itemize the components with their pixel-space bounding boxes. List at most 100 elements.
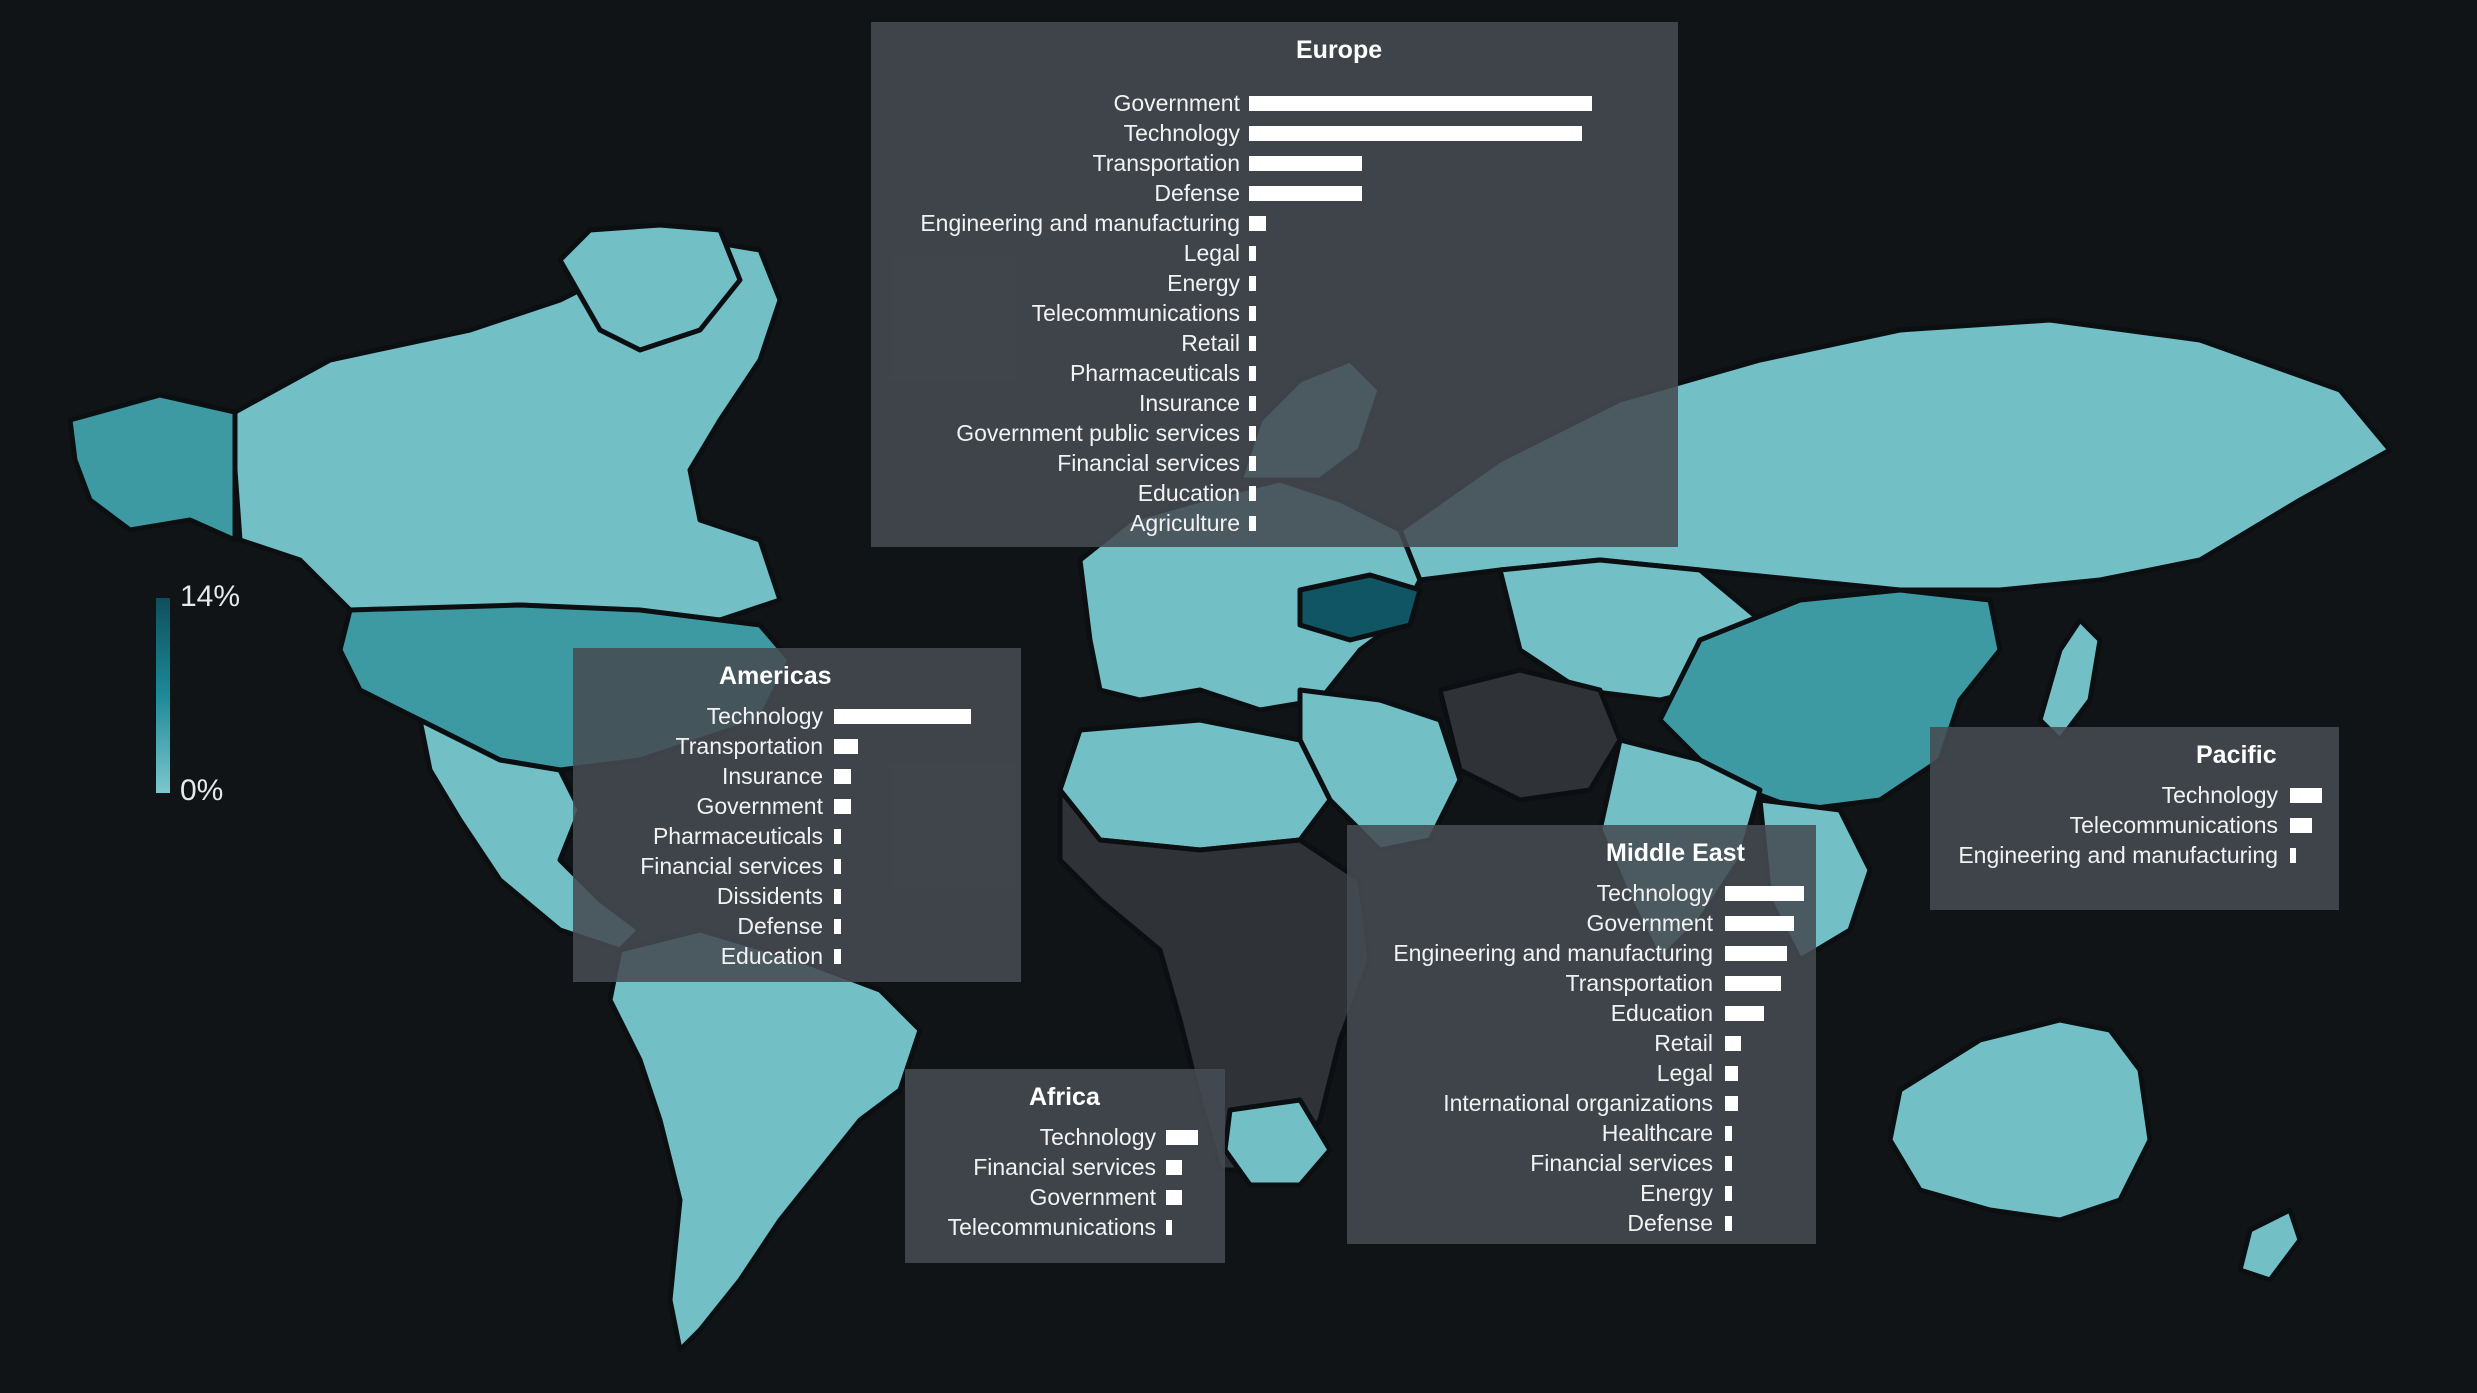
category-label: Telecommunications (947, 1214, 1156, 1240)
category-label: Government (696, 793, 823, 819)
bar-rows: Technology Financial services Government Te… (905, 1122, 1225, 1242)
category-label: Financial services (640, 853, 823, 879)
category-label: Engineering and manufacturing (1393, 940, 1713, 966)
category-label: Insurance (721, 763, 823, 789)
bar (1725, 1036, 1742, 1051)
bar (1249, 276, 1256, 291)
bar (2290, 848, 2297, 863)
bar (1725, 946, 1788, 961)
region-alaska (67, 392, 238, 543)
category-label: Telecommunications (2069, 812, 2278, 838)
bar-row: Financial services (871, 448, 1678, 478)
bar-row: Defense (573, 911, 1021, 941)
category-label: Pharmaceuticals (652, 823, 823, 849)
bar (1249, 126, 1582, 141)
bar-row: Technology (573, 701, 1021, 731)
category-label: Insurance (1138, 390, 1240, 416)
bar-row: Government (1347, 908, 1816, 938)
bar-row: Technology (1347, 878, 1816, 908)
bar (1725, 1066, 1739, 1081)
category-label: Technology (2161, 782, 2278, 808)
bar (834, 919, 841, 934)
category-label: Defense (1154, 180, 1240, 206)
bar-row: Legal (1347, 1058, 1816, 1088)
bar (1249, 216, 1267, 231)
bar-row: Pharmaceuticals (871, 358, 1678, 388)
bar (1166, 1220, 1173, 1235)
category-label: Financial services (1530, 1150, 1713, 1176)
bar-row: Retail (871, 328, 1678, 358)
category-label: Retail (1654, 1030, 1713, 1056)
category-label: Energy (1167, 270, 1240, 296)
category-label: Dissidents (716, 883, 823, 909)
category-label: Healthcare (1601, 1120, 1713, 1146)
bar-row: Insurance (573, 761, 1021, 791)
region-australia (1887, 1017, 2153, 1223)
bar-row: Government (573, 791, 1021, 821)
category-label: Legal (1656, 1060, 1713, 1086)
pacific-panel: Pacific Technology Telecommunications Engi… (1930, 727, 2339, 910)
bar-row: Government (871, 88, 1678, 118)
bar-row: Pharmaceuticals (573, 821, 1021, 851)
bar (1725, 976, 1781, 991)
bar-rows: Technology Government Engineering and manu… (1347, 878, 1816, 1238)
bar-row: Telecommunications (905, 1212, 1225, 1242)
category-label: Education (1610, 1000, 1713, 1026)
category-label: Government public services (956, 420, 1240, 446)
region-ukraine (1297, 572, 1423, 643)
bar (1725, 886, 1804, 901)
bar-row: International organizations (1347, 1088, 1816, 1118)
category-label: Engineering and manufacturing (920, 210, 1240, 236)
bar-rows: Technology Transportation Insurance Governm… (573, 701, 1021, 971)
bar (1249, 396, 1256, 411)
bar-row: Education (1347, 998, 1816, 1028)
bar (1725, 1126, 1732, 1141)
europe-panel: Europe Government Technology Transportatio… (871, 22, 1678, 547)
panel-title: Americas (719, 662, 832, 690)
bar-row: Retail (1347, 1028, 1816, 1058)
bar (1725, 1096, 1739, 1111)
bar (1166, 1160, 1182, 1175)
bar-row: Engineering and manufacturing (1930, 840, 2339, 870)
bar-row: Telecommunications (1930, 810, 2339, 840)
category-label: Education (720, 943, 823, 969)
category-label: Engineering and manufacturing (1958, 842, 2278, 868)
bar (834, 709, 971, 724)
bar-row: Defense (871, 178, 1678, 208)
bar (1725, 916, 1794, 931)
bar (1249, 366, 1256, 381)
region-greenland (557, 222, 743, 353)
bar (2290, 788, 2322, 803)
bar-row: Insurance (871, 388, 1678, 418)
bar-row: Technology (905, 1122, 1225, 1152)
panel-title: Pacific (2196, 741, 2277, 769)
bar-row: Engineering and manufacturing (871, 208, 1678, 238)
legend-max-label: 14% (180, 580, 241, 613)
bar (834, 949, 841, 964)
category-label: Legal (1183, 240, 1240, 266)
bar-row: Technology (1930, 780, 2339, 810)
bar-row: Healthcare (1347, 1118, 1816, 1148)
bar-row: Transportation (1347, 968, 1816, 998)
category-label: Education (1137, 480, 1240, 506)
bar-row: Dissidents (573, 881, 1021, 911)
legend-min-label: 0% (180, 774, 224, 807)
region-new-zealand (2237, 1207, 2303, 1283)
bar (834, 769, 852, 784)
bar (834, 829, 841, 844)
bar (1725, 1006, 1765, 1021)
bar-row: Education (871, 478, 1678, 508)
bar (1725, 1216, 1732, 1231)
category-label: Technology (1596, 880, 1713, 906)
bar-row: Defense (1347, 1208, 1816, 1238)
bar (1249, 486, 1256, 501)
bar (1249, 96, 1592, 111)
panel-title: Africa (1029, 1083, 1100, 1111)
bar-row: Legal (871, 238, 1678, 268)
bar (2290, 818, 2313, 833)
bar-row: Financial services (573, 851, 1021, 881)
bar-row: Government public services (871, 418, 1678, 448)
bar-row: Transportation (573, 731, 1021, 761)
panel-title: Europe (1296, 36, 1383, 64)
middle-east-panel: Middle East Technology Government Engineer… (1347, 825, 1816, 1244)
